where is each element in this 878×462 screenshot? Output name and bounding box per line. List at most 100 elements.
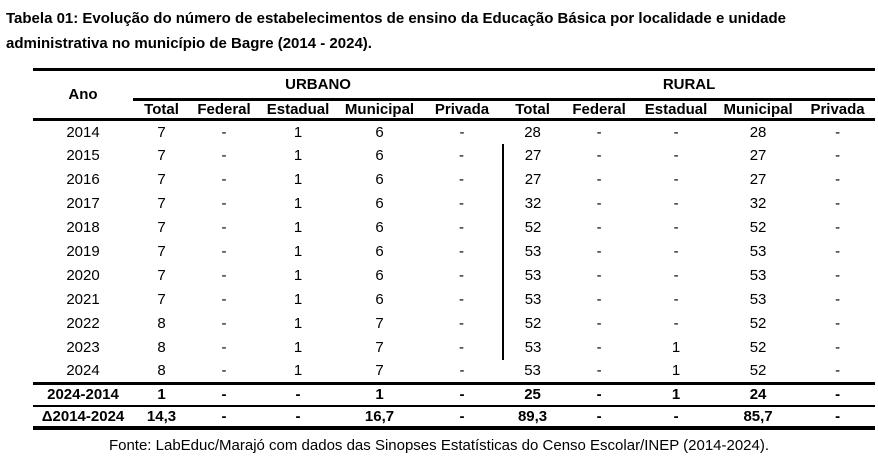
- value-cell: -: [596, 267, 602, 284]
- value-cell: 14,3: [146, 407, 177, 425]
- value-cell: 52: [502, 311, 563, 336]
- value-cell: -: [835, 339, 841, 356]
- value-cell: -: [221, 147, 227, 164]
- value-cell: 52: [502, 215, 563, 240]
- value-cell: 52: [716, 359, 801, 385]
- value-cell: 1: [293, 123, 303, 141]
- value-cell: -: [459, 315, 465, 332]
- value-cell: -: [596, 147, 602, 164]
- year-cell: 2015: [66, 147, 100, 164]
- value-cell: 7: [157, 195, 166, 212]
- value-cell: -: [596, 339, 602, 356]
- table-row: Δ2014-2024 14,3 - - 16,7 - 89,3 - - 85,7 -: [33, 406, 875, 428]
- table-row: 2024 8-1 7-53-1 52-: [33, 359, 876, 385]
- value-cell: -: [673, 219, 679, 236]
- value-cell: -: [673, 291, 679, 308]
- value-cell: -: [835, 171, 841, 188]
- value-cell: -: [596, 243, 602, 260]
- value-cell: -: [562, 383, 637, 407]
- sub-header-row: Total Federal Estadual Municipal Privada…: [33, 99, 876, 121]
- urbano-privada-header: Privada: [421, 99, 504, 121]
- table-body: 2014 7 - 1 6 - 28 - - 28 - 2015 7 - 1 6 - 27 - - 27 - 2016 7 - 1 6…: [33, 120, 876, 385]
- value-cell: -: [596, 123, 602, 141]
- value-cell: -: [221, 243, 227, 260]
- table-row: 2023 8 - 1 7 - 53 - 1 52 -: [33, 335, 875, 360]
- value-cell: -: [221, 291, 227, 308]
- value-cell: -: [421, 383, 504, 407]
- value-cell: 7: [157, 123, 166, 141]
- rural-federal-header: Federal: [562, 99, 637, 121]
- value-cell: 1: [293, 171, 303, 188]
- year-cell: 2020: [66, 267, 100, 284]
- value-cell: -: [835, 267, 841, 284]
- value-cell: 28: [524, 123, 541, 141]
- value-cell: 1: [258, 359, 338, 385]
- value-cell: -: [221, 407, 227, 425]
- value-cell: 1: [293, 147, 303, 164]
- value-cell: 6: [375, 219, 384, 236]
- value-cell: 7: [157, 267, 166, 284]
- value-cell: -: [459, 123, 465, 141]
- value-cell: 53: [502, 287, 563, 312]
- year-column-header: Ano: [33, 69, 133, 121]
- value-cell: -: [596, 171, 602, 188]
- value-cell: 1: [133, 383, 190, 407]
- value-cell: 25: [503, 383, 563, 407]
- value-cell: -: [673, 243, 679, 260]
- value-cell: 53: [749, 267, 767, 284]
- value-cell: 1: [293, 315, 303, 332]
- value-cell: 1: [293, 339, 303, 356]
- value-cell: 7: [375, 315, 384, 332]
- value-cell: -: [258, 383, 338, 407]
- value-cell: 52: [749, 339, 767, 356]
- value-cell: -: [835, 219, 841, 236]
- value-cell: 7: [157, 171, 166, 188]
- value-cell: -: [673, 147, 679, 164]
- value-cell: 53: [749, 291, 767, 308]
- value-cell: 27: [502, 167, 563, 192]
- value-cell: -: [800, 359, 876, 385]
- table-row: 2015 7 - 1 6 - 27 - - 27 -: [33, 143, 875, 168]
- value-cell: 1: [671, 339, 681, 356]
- value-cell: 89,3: [517, 407, 548, 425]
- value-cell: 53: [502, 335, 563, 360]
- value-cell: 1: [636, 359, 717, 385]
- urbano-municipal-header: Municipal: [338, 99, 421, 121]
- value-cell: 8: [133, 359, 190, 385]
- table-row: 2024-2014 1- -1-25-1 24-: [33, 383, 876, 407]
- rural-total-header: Total: [503, 99, 563, 121]
- value-cell: 6: [375, 243, 384, 260]
- value-cell: 6: [375, 291, 384, 308]
- value-cell: 7: [157, 147, 166, 164]
- value-cell: -: [459, 407, 465, 425]
- value-cell: 6: [375, 123, 384, 141]
- page-title: Tabela 01: Evolução do número de estabel…: [6, 10, 786, 52]
- value-cell: -: [673, 267, 679, 284]
- table-row: 2017 7 - 1 6 - 32 - - 32 -: [33, 191, 875, 216]
- year-cell: 2024: [33, 359, 133, 385]
- table-row: 2022 8 - 1 7 - 52 - - 52 -: [33, 311, 875, 336]
- value-cell: 6: [375, 195, 384, 212]
- value-cell: -: [835, 315, 841, 332]
- value-cell: 8: [157, 339, 166, 356]
- year-cell: 2019: [66, 243, 100, 260]
- year-cell: 2024-2014: [33, 383, 133, 407]
- value-cell: 53: [503, 359, 563, 385]
- value-cell: 53: [502, 263, 563, 288]
- year-cell: 2014: [66, 123, 100, 141]
- value-cell: -: [221, 315, 227, 332]
- value-cell: -: [596, 219, 602, 236]
- year-cell: Δ2014-2024: [41, 407, 125, 425]
- value-cell: -: [562, 359, 637, 385]
- value-cell: 1: [293, 267, 303, 284]
- year-cell: 2017: [66, 195, 100, 212]
- value-cell: 27: [749, 147, 767, 164]
- value-cell: -: [221, 195, 227, 212]
- rural-municipal-header: Municipal: [716, 99, 801, 121]
- value-cell: 53: [749, 243, 767, 260]
- value-cell: 52: [749, 315, 767, 332]
- value-cell: -: [421, 359, 504, 385]
- table-summary-body: 2024-2014 1- -1-25-1 24- Δ2014-2024 14,3- -16,…: [33, 383, 876, 428]
- source-caption: Fonte: LabEduc/Marajó com dados das Sino…: [108, 436, 770, 454]
- value-cell: -: [835, 123, 841, 141]
